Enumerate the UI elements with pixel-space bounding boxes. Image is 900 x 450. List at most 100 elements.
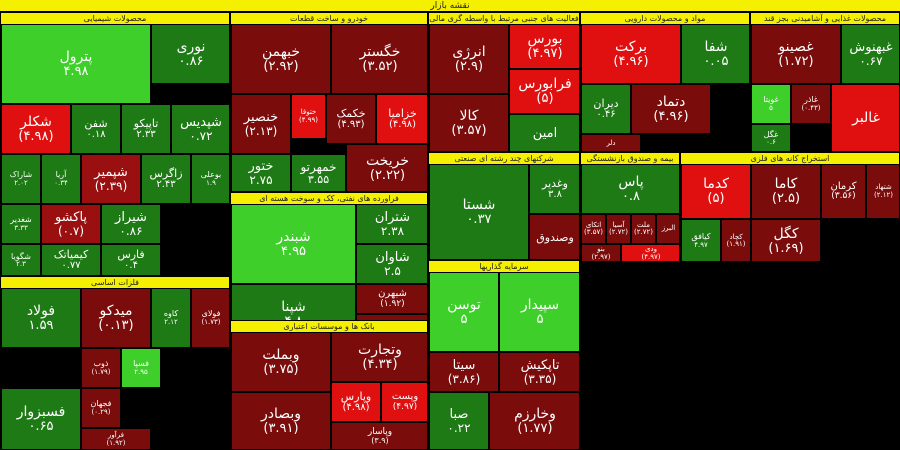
stock-tile[interactable]: شکلر (۴.۹۸) <box>1 104 71 154</box>
stock-tile[interactable]: ذوب (۱.۷۹) <box>81 348 121 388</box>
stock-tile[interactable]: دیران ۰.۴۶ <box>581 84 631 134</box>
stock-tile[interactable]: سپیدار ۵ <box>499 272 579 352</box>
stock-tile[interactable]: شپدیس ۰.۷۲ <box>171 104 229 154</box>
stock-tile[interactable]: پاس ۰.۸ <box>581 164 679 214</box>
stock-tile[interactable]: خزامیا (۴.۹۸) <box>376 94 427 144</box>
stock-tile[interactable]: توسن ۵ <box>429 272 499 352</box>
stock-tile[interactable]: وپارس (۴.۹۸) <box>331 382 381 422</box>
stock-symbol: شیراز <box>115 209 147 225</box>
stock-tile[interactable]: کالا (۳.۵۷) <box>429 94 509 151</box>
stock-tile[interactable]: خبهمن (۲.۹۲) <box>231 24 331 94</box>
stock-tile[interactable]: میدکو (۰.۱۳) <box>81 288 151 348</box>
stock-tile[interactable]: شپمیر (۲.۳۹) <box>81 154 141 204</box>
stock-tile[interactable]: تاپکیش (۳.۳۵) <box>499 352 579 392</box>
stock-tile[interactable]: غویتا ۵ <box>751 84 791 124</box>
stock-tile[interactable]: انرژی (۲.۹) <box>429 24 509 94</box>
stock-tile[interactable]: زاگرس ۲.۴۳ <box>141 154 191 204</box>
stock-symbol: سیتا <box>452 357 476 373</box>
stock-tile[interactable]: ختوقا (۴.۹۹) <box>291 94 326 139</box>
stock-tile[interactable]: اتکای (۳.۵۷) <box>581 214 606 244</box>
stock-change: (۳.۵۷) <box>451 123 487 139</box>
stock-tile[interactable]: شگویا ۲.۳ <box>1 244 41 275</box>
stock-tile[interactable]: شبهرن (۱.۹۲) <box>356 284 427 314</box>
stock-tile[interactable]: شفا ۰.۰۵ <box>681 24 749 84</box>
stock-tile[interactable]: شیراز ۰.۸۶ <box>101 204 161 244</box>
stock-symbol: فسپا <box>133 359 149 369</box>
stock-tile[interactable]: غالبر <box>831 84 899 151</box>
stock-tile[interactable]: فرابورس (۵) <box>509 69 579 114</box>
stock-tile[interactable]: خگستر (۳.۵۲) <box>331 24 427 94</box>
stock-tile[interactable]: ختور ۲.۷۵ <box>231 154 291 191</box>
stock-tile[interactable]: شفن ۰.۱۸ <box>71 104 121 154</box>
stock-tile[interactable]: غبهنوش ۰.۶۷ <box>841 24 899 84</box>
stock-tile[interactable]: خنصیر (۲.۱۳) <box>231 94 291 154</box>
stock-tile[interactable]: وپست (۴.۹۷) <box>381 382 427 422</box>
stock-symbol: دلر <box>606 138 616 147</box>
stock-symbol: دیران <box>593 96 619 110</box>
stock-tile[interactable]: کرمان (۳.۵۶) <box>821 164 866 219</box>
stock-change: (۴.۹۸) <box>342 401 370 413</box>
stock-tile[interactable]: بوعلی ۱.۹ <box>191 154 229 204</box>
stock-tile[interactable]: کچاد (۱.۹۱) <box>721 219 751 261</box>
stock-tile[interactable]: وغدیر ۳.۸ <box>529 164 579 214</box>
stock-tile[interactable]: وپاسار (۳.۹) <box>331 422 427 449</box>
stock-tile[interactable]: ملت (۲.۷۲) <box>631 214 656 244</box>
stock-tile[interactable]: شبندر ۴.۹۵ <box>231 204 356 284</box>
stock-tile[interactable]: فسبزوار ۰.۶۵ <box>1 388 81 449</box>
stock-tile[interactable]: کیمیاتک ۰.۷۷ <box>41 244 101 275</box>
stock-change: ۰.۱۸ <box>86 128 106 140</box>
stock-tile[interactable]: فارس ۰.۴ <box>101 244 161 275</box>
stock-symbol: سپیدار <box>520 296 560 313</box>
stock-tile[interactable]: کیافق ۴.۹۷ <box>681 219 721 261</box>
stock-tile[interactable]: فرآور (۱.۹۲) <box>81 428 151 449</box>
stock-tile[interactable]: فجهان (۰.۲۹) <box>81 388 121 428</box>
stock-tile[interactable]: غاذر (۰.۴۳) <box>791 84 831 124</box>
stock-change: ۵ <box>769 103 773 112</box>
stock-tile[interactable]: امین <box>509 114 579 151</box>
stock-tile[interactable]: شستا ۰.۳۷ <box>429 164 529 259</box>
stock-tile[interactable]: خریخت (۲.۲۲) <box>346 144 427 191</box>
stock-tile[interactable]: برکت (۴.۹۶) <box>581 24 681 84</box>
stock-change: ۰.۴ <box>124 260 138 272</box>
stock-tile[interactable]: وخارزم (۱.۷۷) <box>489 392 579 449</box>
stock-tile[interactable]: کگل (۱.۶۹) <box>751 219 821 261</box>
stock-tile[interactable]: کاوه ۲.۱۲ <box>151 288 191 348</box>
stock-tile[interactable]: شاراک ۲.۰۲ <box>1 154 41 204</box>
stock-tile[interactable]: پترول ۴.۹۸ <box>1 24 151 104</box>
stock-tile[interactable]: پاکشو (۰.۷) <box>41 204 101 244</box>
stock-tile[interactable]: شاوان ۲.۵ <box>356 244 427 284</box>
stock-tile[interactable]: البرز <box>656 214 679 244</box>
stock-tile[interactable]: نوری ۰.۸۶ <box>151 24 229 84</box>
stock-tile[interactable]: فولای (۱.۷۳) <box>191 288 229 348</box>
sector-11: سرمایه گذاریها توسن ۵ سپیدار ۵ تاپکیش (۳.۳۵) سی… <box>428 260 580 450</box>
stock-tile[interactable]: وتجارت (۴.۳۴) <box>331 332 427 382</box>
stock-tile[interactable]: دلر <box>581 134 641 151</box>
stock-tile[interactable]: وبملت (۳.۷۵) <box>231 332 331 392</box>
stock-symbol: شفن <box>84 116 108 130</box>
stock-tile[interactable]: وبصادر (۳.۹۱) <box>231 392 331 449</box>
stock-tile[interactable]: شغدیر ۳.۳۳ <box>1 204 41 244</box>
stock-tile[interactable]: تاپیکو ۲.۳۳ <box>121 104 171 154</box>
stock-tile[interactable]: وصندوق <box>529 214 579 259</box>
stock-tile[interactable]: آریا ۰.۳۴ <box>41 154 81 204</box>
stock-tile[interactable]: غگل ۰.۶ <box>751 124 791 151</box>
stock-tile[interactable]: کاما (۲.۵) <box>751 164 821 219</box>
stock-change: ۲.۳۸ <box>380 223 405 238</box>
stock-tile[interactable]: بنو (۲.۹۷) <box>581 244 621 261</box>
stock-tile[interactable]: آسیا (۲.۷۲) <box>606 214 631 244</box>
stock-tile[interactable]: فولاد ۱.۵۹ <box>1 288 81 348</box>
stock-tile[interactable]: ودی (۴.۹۷) <box>621 244 679 261</box>
stock-symbol: غاذر <box>803 95 819 105</box>
stock-tile[interactable]: سیتا (۳.۸۶) <box>429 352 499 392</box>
stock-tile[interactable]: غصینو (۱.۷۲) <box>751 24 841 84</box>
stock-tile[interactable]: صبا ۰.۲۲ <box>429 392 489 449</box>
stock-tile[interactable]: کدما (۵) <box>681 164 751 219</box>
stock-tile[interactable]: دتماد (۴.۹۶) <box>631 84 711 134</box>
stock-symbol: وبصادر <box>260 406 302 423</box>
stock-tile[interactable]: خمهرتو ۳.۵۵ <box>291 154 346 191</box>
stock-tile[interactable]: بورس (۴.۹۷) <box>509 24 579 69</box>
stock-tile[interactable]: خکمک (۴.۹۳) <box>326 94 376 144</box>
stock-tile[interactable]: فسپا ۲.۹۵ <box>121 348 161 388</box>
stock-tile[interactable]: شتهاد (۲.۱۲) <box>866 164 899 219</box>
stock-tile[interactable]: شتران ۲.۳۸ <box>356 204 427 244</box>
